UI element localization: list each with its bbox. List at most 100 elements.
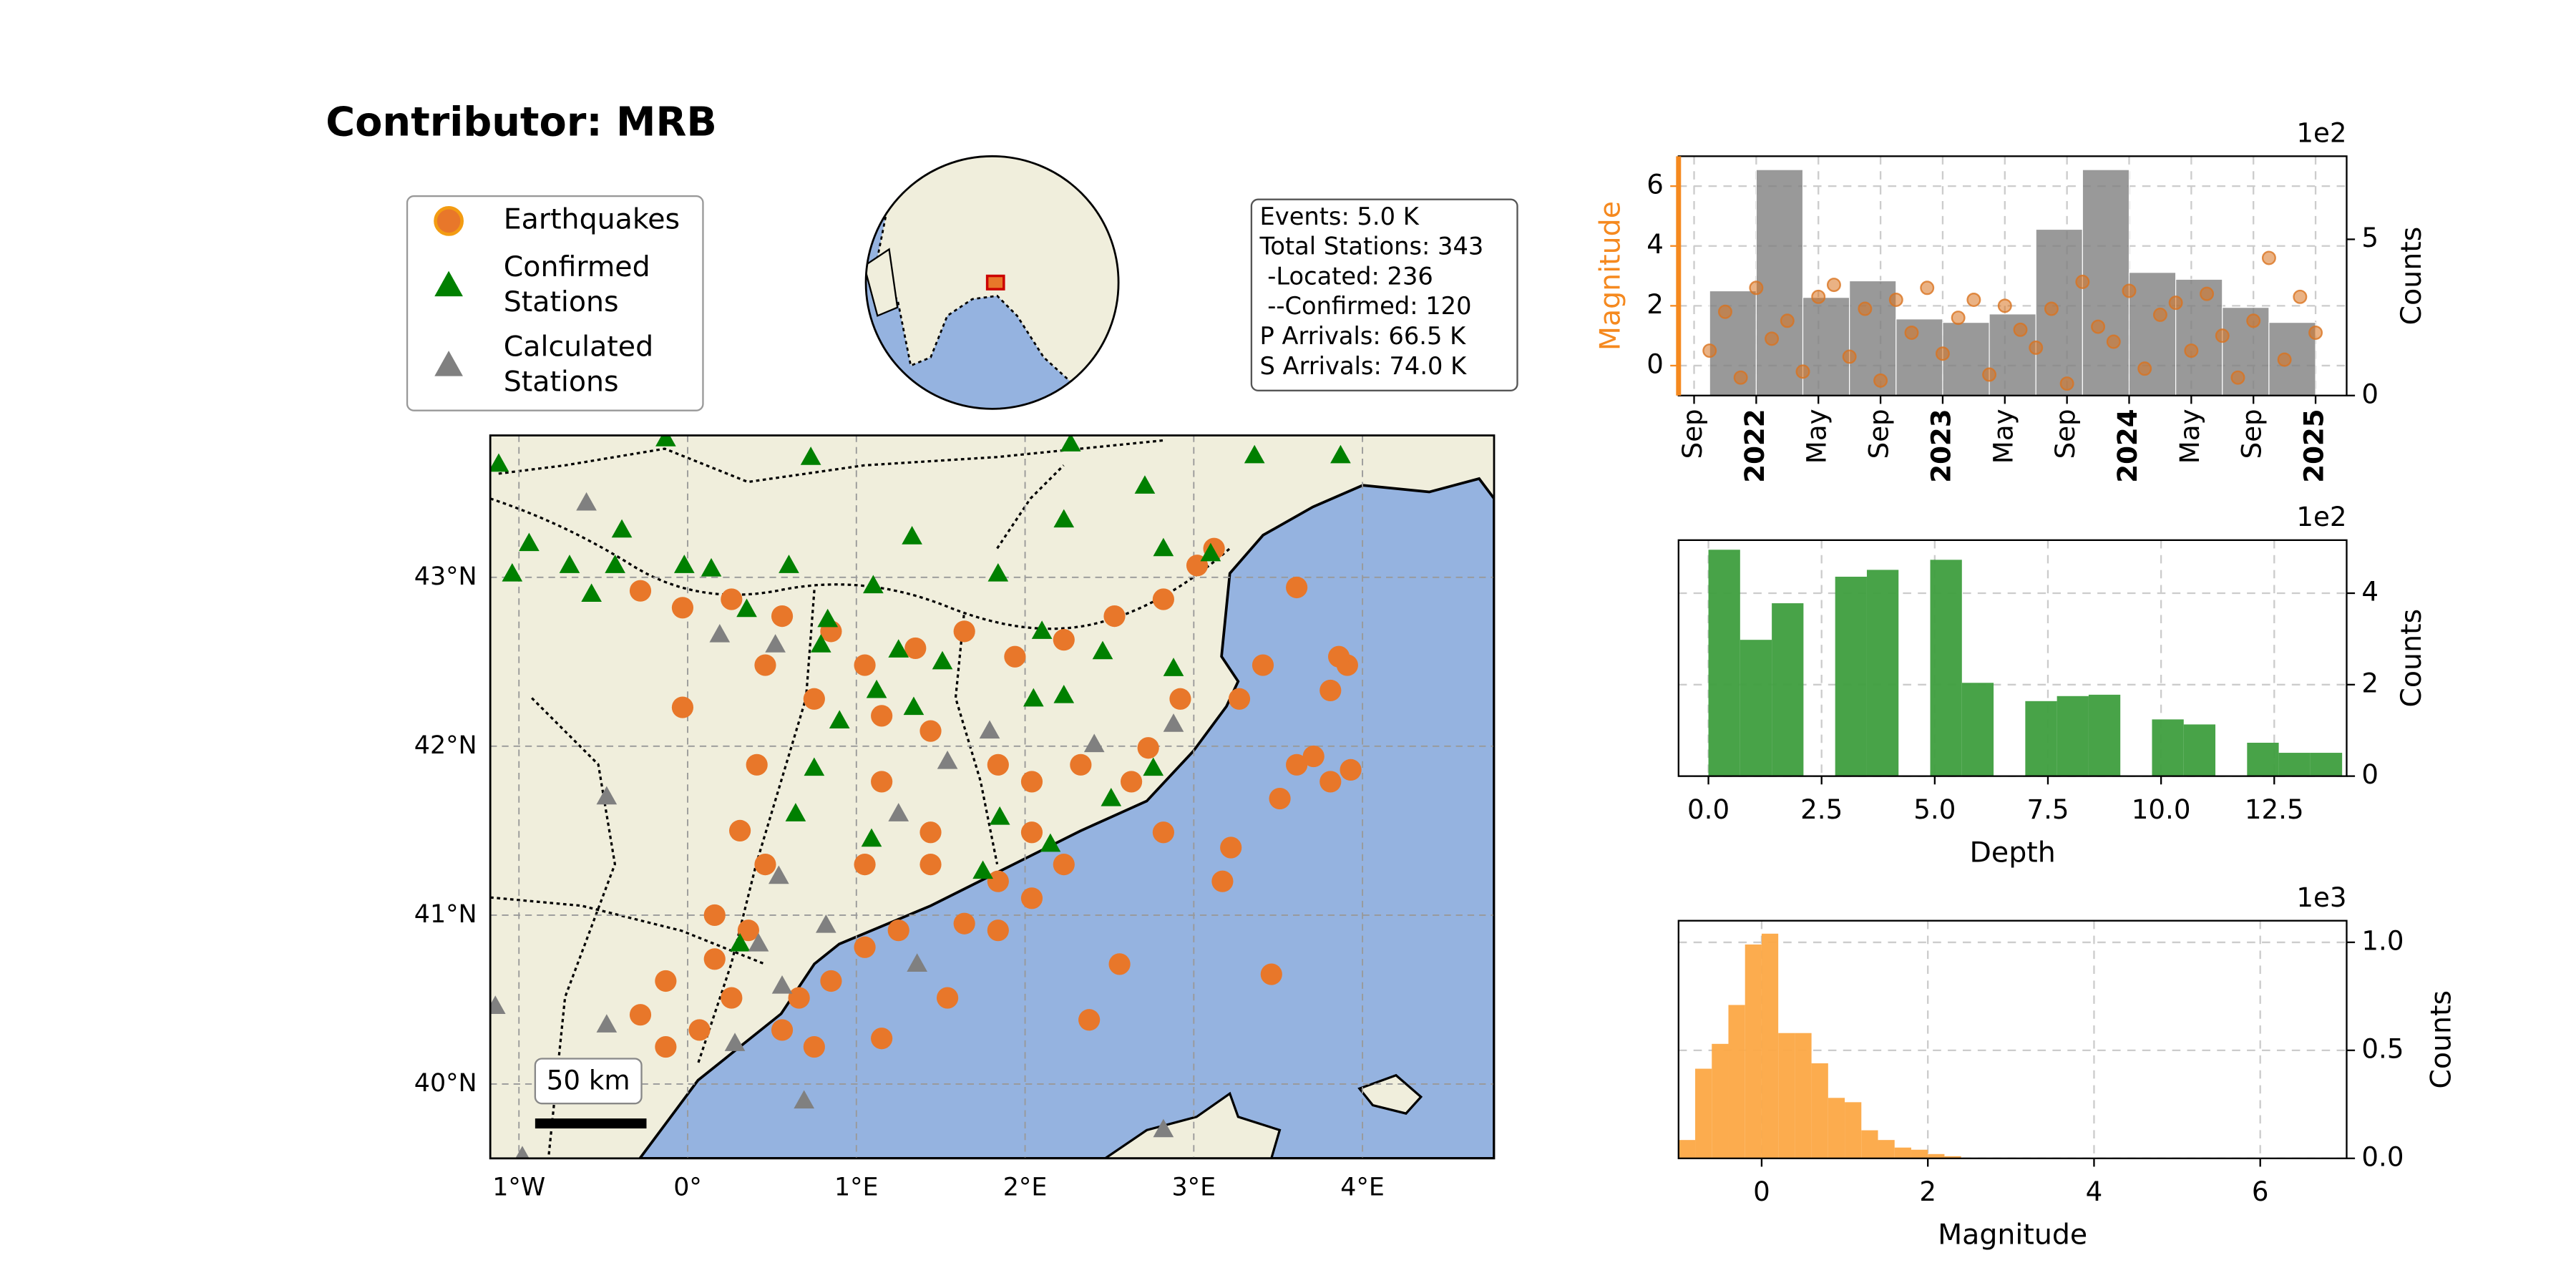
y-axis-label: Magnitude — [1594, 201, 1626, 351]
earthquake — [629, 1004, 652, 1026]
hist-bar — [1678, 1140, 1696, 1158]
x-tick-label: 4°E — [1340, 1174, 1385, 1202]
magnitude-point — [1935, 346, 1950, 361]
magnitude-point — [2059, 376, 2074, 391]
station — [611, 519, 633, 538]
station — [673, 555, 695, 573]
magnitude-point — [2230, 370, 2245, 385]
earthquake — [854, 936, 876, 958]
hist-bar — [2183, 724, 2216, 776]
earthquake — [987, 870, 1009, 892]
scale-bar-label: 50 km — [547, 1065, 630, 1096]
magnitude-point — [1920, 280, 1935, 296]
earthquake — [703, 948, 726, 970]
x-tick-label: 5.0 — [1913, 794, 1956, 825]
earthquake — [987, 919, 1009, 942]
magnitude-point — [1702, 343, 1717, 358]
count-bar — [2082, 169, 2130, 396]
legend-marker — [434, 351, 463, 376]
x-tick-label: 0 — [1753, 1176, 1770, 1207]
station — [655, 435, 676, 447]
earthquake — [1252, 654, 1274, 676]
earthquake — [1302, 745, 1324, 768]
y-axis-label: Counts — [2425, 990, 2458, 1089]
station — [1244, 444, 1265, 464]
earthquake — [871, 771, 893, 793]
y-tick-label: 6 — [1646, 170, 1664, 200]
hist-bar — [1866, 570, 1899, 776]
hist-bar — [1740, 640, 1772, 776]
x-tick-label: 4 — [2086, 1176, 2103, 1207]
magnitude-point — [2013, 322, 2028, 337]
axes-frame — [1677, 539, 2348, 777]
hist-bar — [1728, 1005, 1745, 1158]
y-tick-label: 0.0 — [2361, 1141, 2404, 1172]
magnitude-point — [1904, 325, 1919, 340]
earthquake — [1286, 576, 1308, 599]
station — [907, 953, 928, 972]
station — [1053, 509, 1075, 528]
hist-bar — [1878, 1140, 1895, 1158]
x-tick-label: 7.5 — [2026, 794, 2069, 825]
earthquake — [1220, 836, 1242, 859]
hist-bar — [1961, 683, 1994, 776]
y-tick-label: 40°N — [414, 1069, 477, 1098]
earthquake — [754, 854, 776, 876]
magnitude-point — [2029, 340, 2044, 355]
legend-box — [406, 195, 704, 411]
station — [987, 562, 1009, 582]
station — [771, 975, 793, 994]
station — [861, 828, 882, 847]
station — [903, 696, 924, 716]
station — [810, 634, 831, 653]
count-bar — [1755, 169, 1804, 396]
hist-bar — [1894, 1147, 1911, 1158]
earthquake — [721, 987, 743, 1009]
hist-bar — [1911, 1149, 1928, 1158]
station — [605, 555, 625, 573]
magnitude-point — [2293, 289, 2308, 304]
magnitude-point — [2106, 334, 2121, 349]
count-bar — [2268, 322, 2316, 396]
x-tick-label: 0° — [673, 1174, 702, 1202]
station — [902, 526, 922, 545]
earthquake — [1108, 953, 1131, 975]
hist-bar — [1745, 944, 1762, 1158]
station — [829, 710, 850, 729]
magnitude-point — [2246, 313, 2261, 328]
offset-label: 1e2 — [2296, 502, 2346, 532]
hist-bar — [1944, 1156, 1961, 1158]
station — [1053, 684, 1075, 703]
station — [989, 806, 1010, 825]
hist-bar — [1928, 1153, 1945, 1158]
y-tick-label: 43°N — [414, 562, 477, 591]
map-frame — [489, 434, 1496, 1160]
station — [596, 786, 618, 805]
y-tick-label: 42°N — [414, 731, 477, 760]
station — [581, 583, 602, 602]
stats-line: P Arrivals: 66.5 K — [1260, 322, 1467, 350]
earthquake — [1070, 753, 1092, 776]
earthquake — [953, 620, 975, 643]
map-base — [490, 435, 1494, 1158]
count-bar — [1989, 313, 2036, 396]
x-tick-label: Sep — [2050, 409, 2081, 459]
hist-bar — [1845, 1102, 1862, 1158]
magnitude-point — [1765, 331, 1780, 346]
earthquake — [854, 854, 876, 876]
y-tick-label: 0.5 — [2361, 1033, 2404, 1064]
earthquake — [1020, 887, 1043, 909]
x-tick-label: 2°E — [1003, 1174, 1048, 1202]
station — [779, 555, 799, 573]
station — [729, 932, 751, 952]
earthquake — [1053, 629, 1075, 651]
station — [1143, 757, 1164, 776]
station — [519, 532, 540, 552]
station — [748, 932, 769, 952]
legend-label: Earthquakes — [504, 203, 680, 235]
magnitude-point — [1873, 373, 1888, 388]
y2-tick-label: 5 — [2361, 223, 2379, 253]
earthquake — [671, 597, 694, 619]
earthquake — [871, 705, 893, 727]
globe — [864, 155, 1120, 410]
